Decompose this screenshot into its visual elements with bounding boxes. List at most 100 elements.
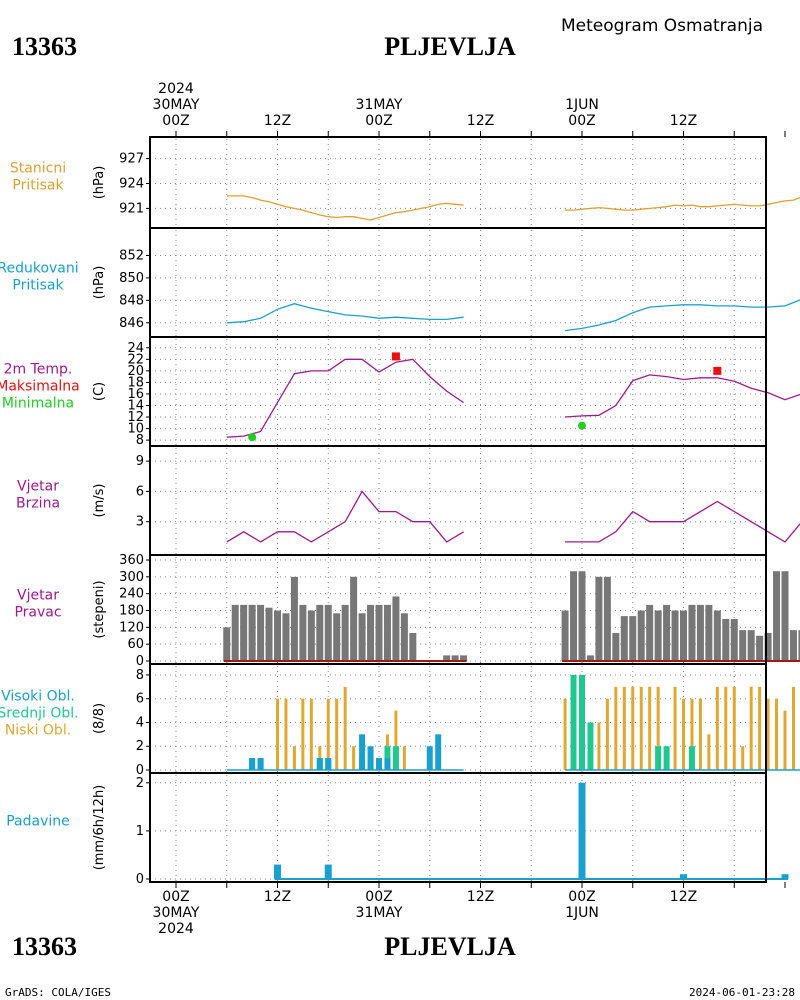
cloud-bar [326,698,330,770]
cloud-bar [783,710,787,770]
station-name: PLJEVLJA [384,32,516,61]
cloud-bar [367,746,374,770]
wind-direction-bar [350,576,358,661]
y-tick-label: 180 [119,604,144,619]
t-max-marker [713,366,722,375]
unit-label: (hPa) [92,166,107,200]
panel-label: Srednji Obl. [0,706,79,722]
t-max-marker [391,352,400,361]
y-tick-label: 921 [119,201,144,216]
panel-label: Pritisak [12,278,64,294]
series-line [565,196,800,211]
panel-clouds: 0 2 4 6 8 Visoki Obl.Srednji Obl.Niski Obl. (8… [0,663,800,778]
y-tick-label: 9 [136,454,144,469]
y-tick-label: 6 [136,692,144,707]
series-line [565,374,800,418]
generation-timestamp: 2024-06-01-23:28 [689,986,795,999]
top-date-label: 30MAY [153,97,200,113]
wind-direction-bar [460,655,468,661]
cloud-bar [579,674,585,770]
wind-direction-bar [333,613,341,661]
wind-direction-bar [586,655,594,661]
cloud-bar [707,734,711,770]
cloud-bar [690,698,694,770]
bottom-hour-label: 00Z [568,889,595,905]
panel-label: Pritisak [12,178,64,194]
wind-direction-bar [451,655,459,661]
panel-label: Vjetar [17,479,59,495]
panel-frame [149,227,767,338]
y-tick-label: 18 [127,375,144,390]
cloud-bar [325,758,332,770]
cloud-bar [656,686,660,770]
wind-direction-bar [383,604,391,661]
y-tick-label: 8 [136,433,144,448]
cloud-bar [688,746,695,770]
cloud-bar [622,686,626,770]
cloud-bar [392,746,399,770]
wind-direction-bar [341,604,349,661]
cloud-bar [741,746,745,770]
y-tick-label: 848 [119,293,144,308]
wind-direction-bar [671,610,679,661]
cloud-bar [655,746,662,770]
wind-direction-bar [688,604,696,661]
t-min-marker [578,421,586,430]
cloud-bar [376,758,382,770]
panel-label: 2m Temp. [4,362,73,378]
wind-direction-bar [307,610,315,661]
bottom-hour-label: 12Z [670,889,697,905]
y-tick-label: 16 [127,387,144,402]
wind-direction-bar [375,604,383,661]
cloud-bar [249,758,256,770]
cloud-bar [605,698,609,770]
top-date-label: 31MAY [356,97,403,113]
wind-direction-bar [223,627,231,661]
cloud-bar [648,686,652,770]
panel-label: Minimalna [2,396,74,412]
y-tick-label: 852 [119,248,144,263]
cloud-bar [257,758,264,770]
cloud-bar [384,758,391,770]
cloud-bar [766,698,770,770]
panel-label: Pravac [14,605,61,621]
top-hour-label: 00Z [365,113,392,129]
panel-label: Padavine [6,814,70,830]
panel-frame [149,772,767,883]
wind-direction-bar [654,610,662,661]
wind-direction-bar [595,576,603,661]
cloud-bar [775,698,779,770]
bottom-hour-label: 00Z [162,889,189,905]
y-tick-label: 3 [136,515,144,530]
series-line [226,195,464,221]
y-tick-label: 24 [127,341,144,356]
y-tick-label: 2 [136,776,144,791]
y-tick-label: 927 [119,152,144,167]
bottom-year-label: 2024 [158,921,194,937]
wind-direction-bar [713,610,721,661]
y-tick-label: 60 [127,637,144,652]
panel-label: Niski Obl. [5,723,71,739]
cloud-bar [276,698,279,770]
panel-frame [149,136,767,229]
precip-bar [578,782,586,879]
wind-direction-bar [722,618,730,661]
wind-direction-bar [257,604,265,661]
cloud-bar [426,746,433,770]
cloud-bar [343,686,347,770]
bottom-hour-label: 00Z [365,889,392,905]
cloud-bar [673,686,677,770]
y-tick-label: 850 [119,271,144,286]
wind-direction-bar [316,604,324,661]
cloud-bar [394,710,398,770]
top-hour-label: 00Z [568,113,595,129]
cloud-bar [791,686,795,770]
wind-direction-bar [358,613,366,661]
wind-direction-bar [730,618,738,661]
cloud-bar [402,746,406,770]
wind-direction-bar [620,616,628,661]
wind-direction-bar [637,610,645,661]
